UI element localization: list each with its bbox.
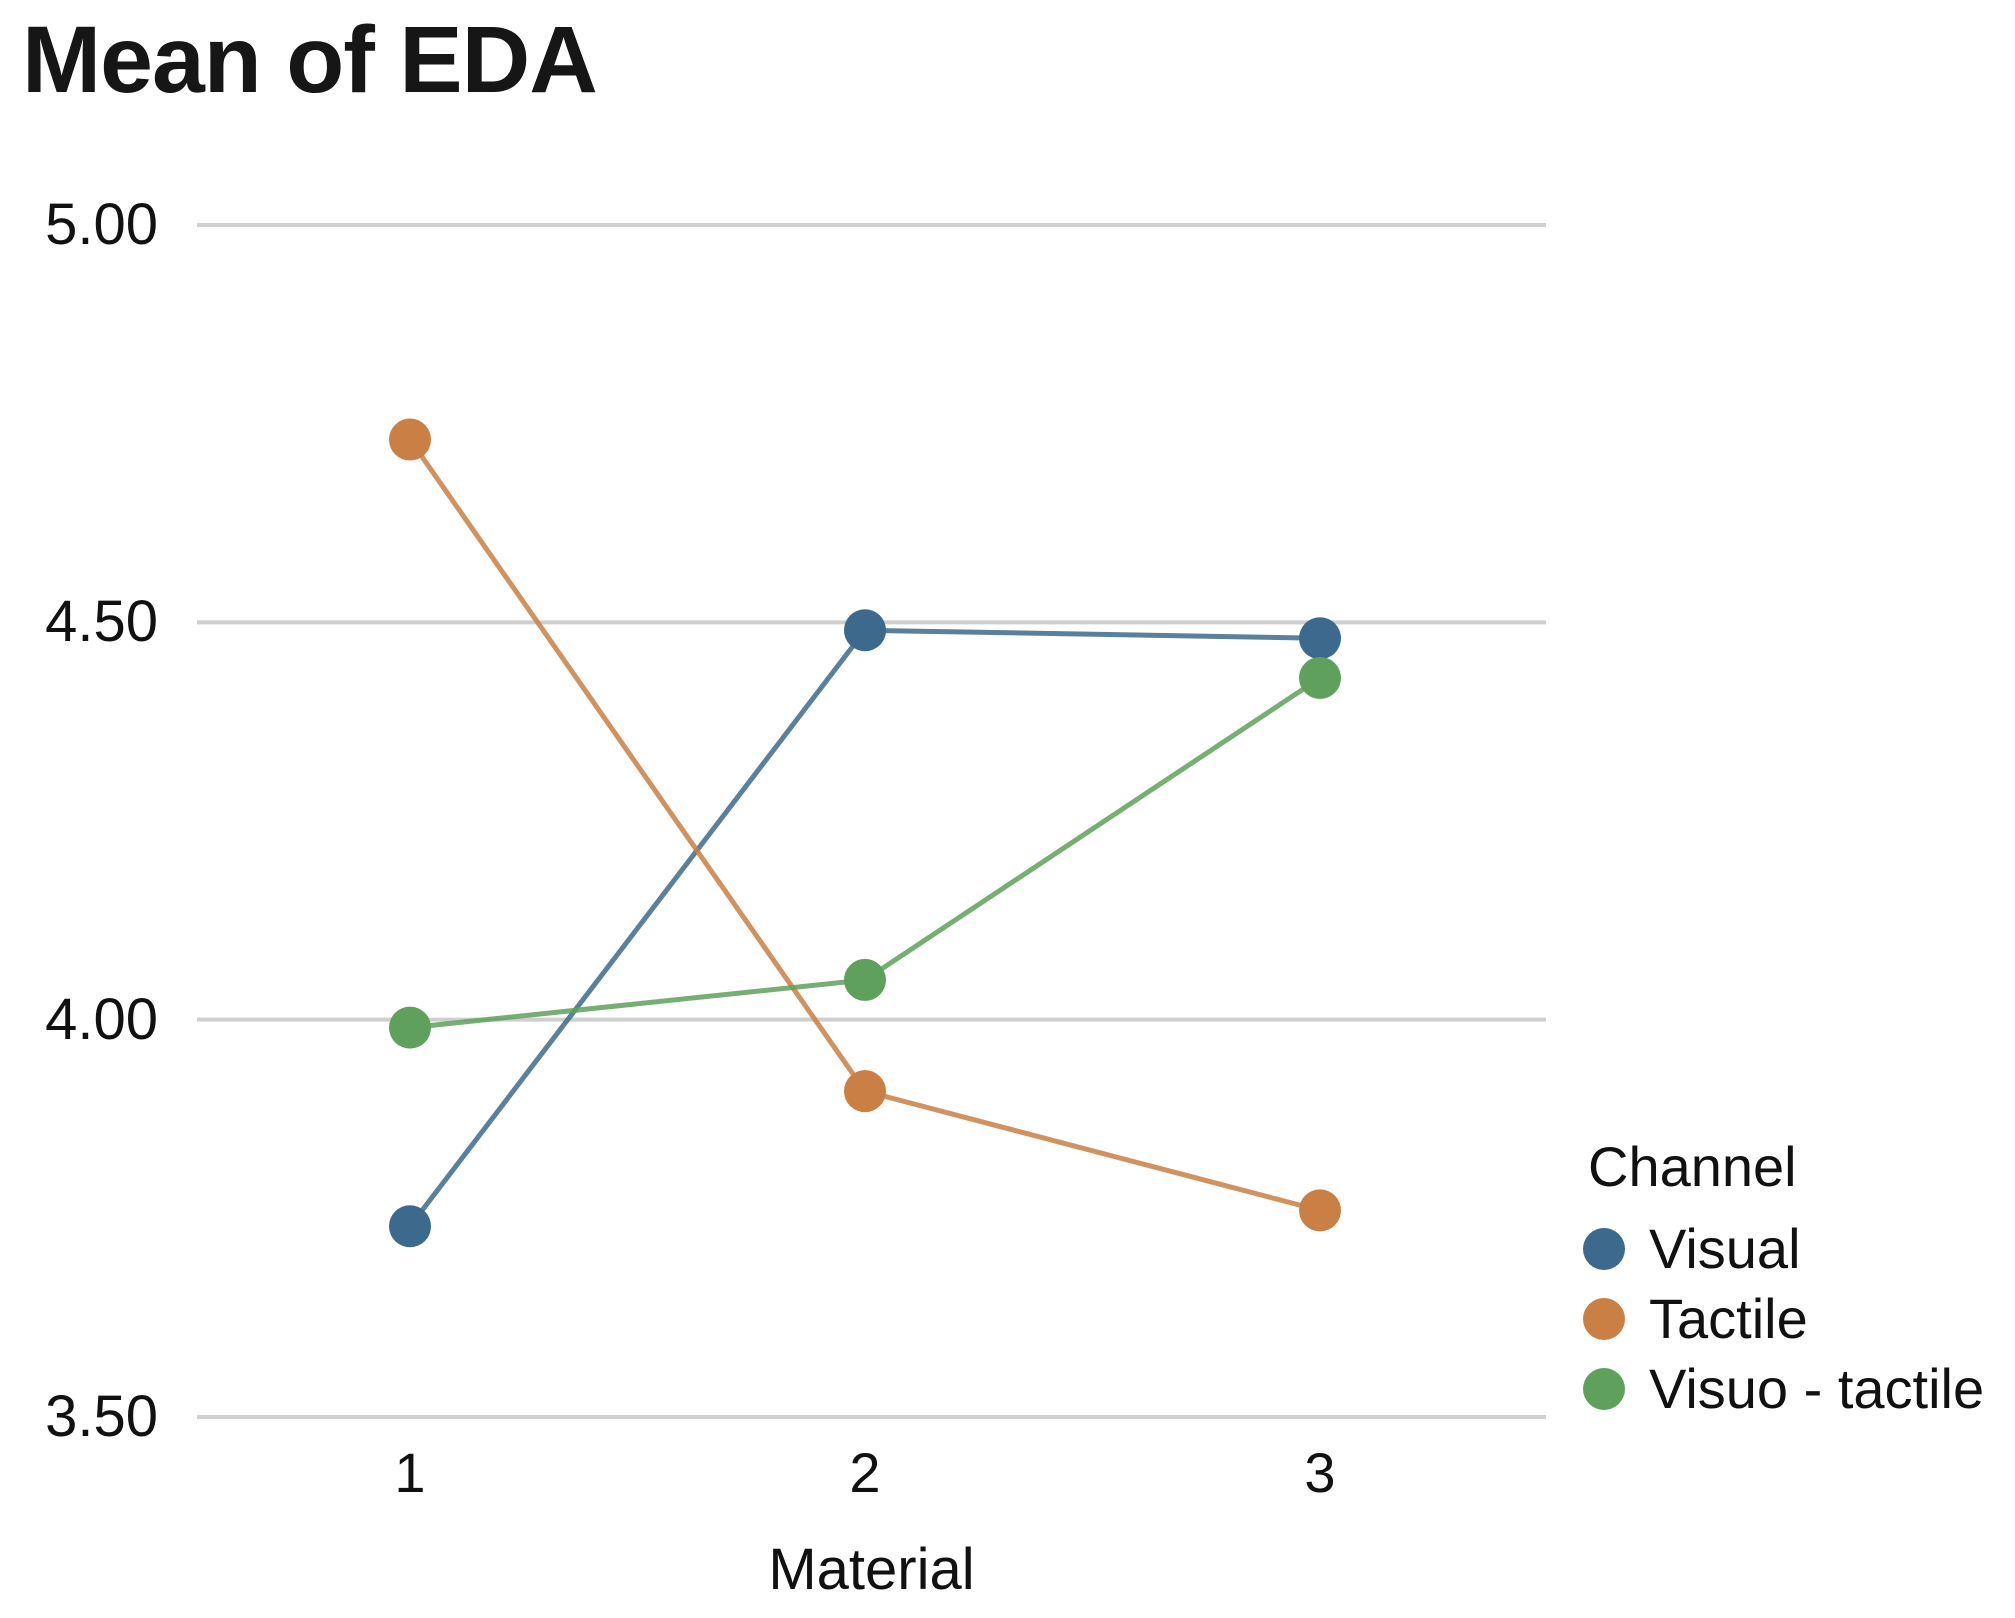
legend-label-visuo-tactile: Visuo - tactile (1649, 1357, 1985, 1420)
legend-marker-visual (1583, 1228, 1625, 1270)
y-tick-label: 4.00 (45, 986, 158, 1052)
legend-label-visual: Visual (1649, 1217, 1801, 1280)
data-point-visual-1 (389, 1205, 431, 1248)
data-point-visuo-tactile-3 (1299, 656, 1341, 699)
y-tick-label: 5.00 (45, 192, 158, 257)
data-point-tactile-3 (1299, 1189, 1341, 1232)
data-point-visual-3 (1299, 617, 1341, 660)
y-tick-label: 4.50 (45, 589, 158, 655)
data-point-visuo-tactile-2 (844, 958, 886, 1001)
y-tick-label: 3.50 (45, 1384, 158, 1449)
legend-marker-tactile (1583, 1298, 1625, 1340)
x-tick-label: 3 (1304, 1441, 1336, 1504)
x-axis-label: Material (768, 1537, 975, 1602)
series-line-visual (407, 627, 1323, 1229)
legend-title: Channel (1588, 1135, 1797, 1198)
chart-title: Mean of EDA (22, 7, 598, 113)
legend-item-visuo-tactile: Visuo - tactile (1583, 1354, 2013, 1424)
x-tick-label: 1 (394, 1441, 426, 1504)
data-point-visuo-tactile-1 (389, 1006, 431, 1049)
legend: Channel Visual Tactile Visuo - tactile (1583, 1135, 2013, 1424)
x-tick-label: 2 (849, 1441, 881, 1504)
data-point-tactile-2 (844, 1070, 886, 1113)
legend-item-tactile: Tactile (1583, 1284, 2013, 1354)
legend-item-visual: Visual (1583, 1214, 2013, 1284)
legend-label-tactile: Tactile (1649, 1287, 1808, 1350)
legend-marker-visuo-tactile (1583, 1368, 1625, 1410)
data-point-tactile-1 (389, 418, 431, 461)
data-point-visual-2 (844, 609, 886, 652)
